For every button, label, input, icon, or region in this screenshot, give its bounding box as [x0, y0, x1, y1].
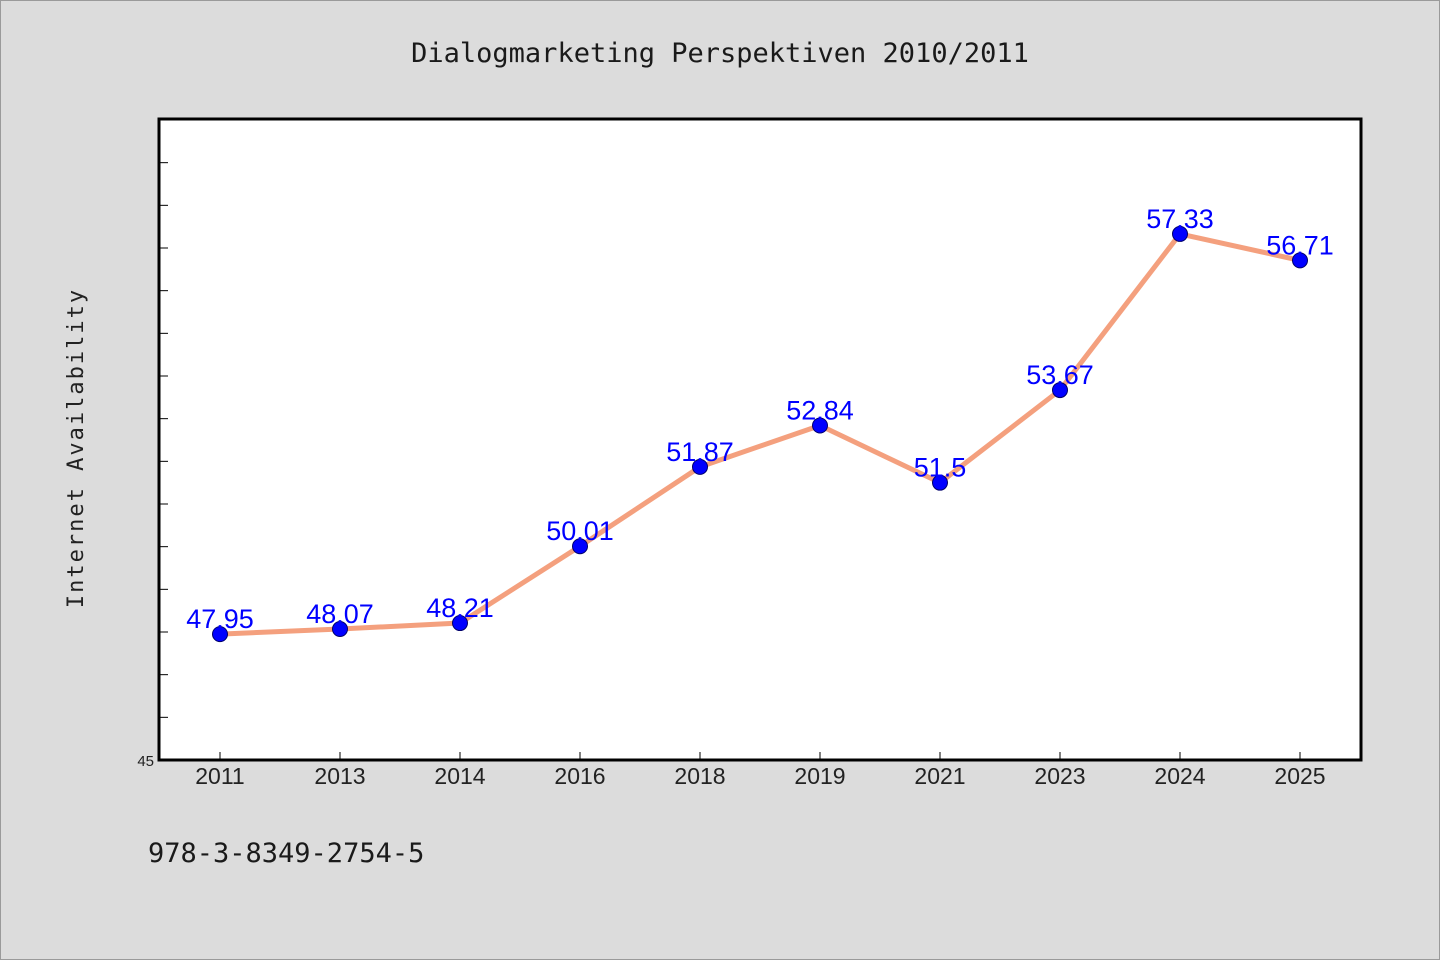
x-tick-label: 2013 [314, 763, 365, 789]
series-line [217, 231, 1303, 637]
data-label: 52.84 [786, 395, 854, 425]
data-label: 53.67 [1026, 360, 1094, 390]
chart-title: Dialogmarketing Perspektiven 2010/2011 [411, 38, 1029, 69]
data-point [692, 458, 708, 475]
data-label: 47.95 [186, 604, 254, 634]
plot-area [157, 117, 1363, 762]
x-axis-ticks: 2011 2013 2014 2016 2018 2019 2021 2023 2024 2025 [195, 752, 1326, 789]
x-tick-label: 2016 [554, 763, 605, 789]
y-axis-ticks: 45 [137, 162, 168, 770]
data-point [452, 615, 468, 632]
data-label: 56.71 [1266, 230, 1334, 260]
data-point [932, 474, 948, 491]
x-tick-label: 2019 [794, 763, 845, 789]
isbn-footer: 978-3-8349-2754-5 [148, 838, 424, 869]
x-tick-label: 2025 [1274, 763, 1325, 789]
x-tick-label: 2021 [914, 763, 965, 789]
series-markers [212, 225, 1308, 643]
data-label: 57.33 [1146, 204, 1214, 234]
y-tick-label: 45 [137, 753, 154, 770]
data-point [212, 626, 228, 643]
x-tick-label: 2014 [434, 763, 485, 789]
x-tick-label: 2011 [195, 763, 244, 789]
data-point [1292, 252, 1308, 269]
data-point [572, 538, 588, 555]
data-label: 48.07 [306, 599, 374, 629]
data-label: 48.21 [426, 593, 494, 623]
data-point [812, 417, 828, 434]
data-point [1052, 382, 1068, 399]
y-axis-label: Internet Availability [64, 288, 89, 608]
data-label: 51.87 [666, 437, 734, 467]
data-point [1172, 225, 1188, 242]
data-label: 51.5 [914, 453, 967, 483]
x-tick-label: 2018 [674, 763, 725, 789]
x-tick-label: 2024 [1154, 763, 1205, 789]
data-labels: 47.95 48.07 48.21 50.01 51.87 52.84 51.5 53.67 5… [186, 204, 1334, 634]
x-tick-label: 2023 [1034, 763, 1085, 789]
data-point [332, 621, 348, 638]
data-label: 50.01 [546, 516, 614, 546]
